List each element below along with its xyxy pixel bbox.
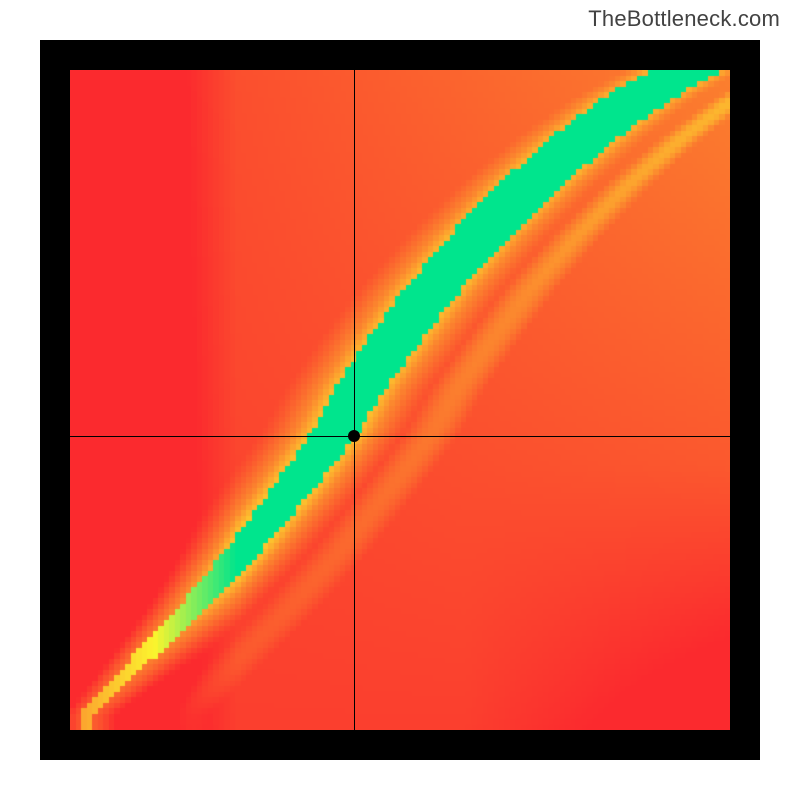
crosshair-vertical: [354, 70, 355, 730]
chart-frame: [40, 40, 760, 760]
crosshair-horizontal: [70, 436, 730, 437]
watermark-text: TheBottleneck.com: [588, 6, 780, 32]
heatmap-canvas: [70, 70, 730, 730]
marker-dot: [348, 430, 360, 442]
chart-container: TheBottleneck.com: [0, 0, 800, 800]
